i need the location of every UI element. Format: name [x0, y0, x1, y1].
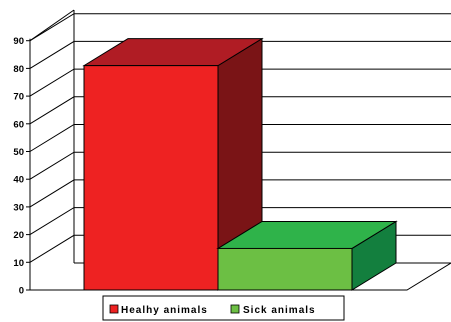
- legend-box: [102, 295, 345, 321]
- legend-label-healthy: Healhy animals: [121, 305, 208, 316]
- bars: [82, 37, 398, 291]
- y-tick-label: 50: [13, 147, 24, 158]
- bar-front-sick: [217, 247, 353, 291]
- y-tick-label: 70: [13, 92, 24, 103]
- gridline: [29, 13, 451, 42]
- y-tick-label: 90: [13, 36, 24, 47]
- left-wall-top-edge: [29, 9, 75, 42]
- legend: Healhy animals Sick animals: [102, 295, 345, 321]
- y-tick-label: 0: [19, 286, 24, 297]
- gridline: [29, 151, 451, 180]
- gridline: [29, 179, 451, 208]
- legend-label-sick: Sick animals: [243, 305, 316, 316]
- legend-swatch-healthy: [109, 304, 119, 314]
- gridline: [29, 207, 451, 236]
- gridline: [29, 124, 451, 152]
- gridline: [29, 40, 451, 69]
- y-axis: 0 10 20 30 40 50 60 70 80 90: [13, 36, 31, 297]
- y-tick-label: 40: [13, 175, 24, 186]
- y-tick-label: 20: [13, 230, 24, 241]
- y-tick-label: 30: [13, 202, 24, 213]
- legend-swatch-sick: [230, 304, 240, 314]
- gridlines: [29, 13, 451, 263]
- gridline: [29, 68, 451, 97]
- y-tick-label: 10: [13, 258, 24, 269]
- bar-front-healthy: [83, 65, 219, 291]
- y-tick-label: 80: [13, 64, 24, 75]
- y-tick-label: 60: [13, 119, 24, 130]
- gridline: [29, 96, 451, 125]
